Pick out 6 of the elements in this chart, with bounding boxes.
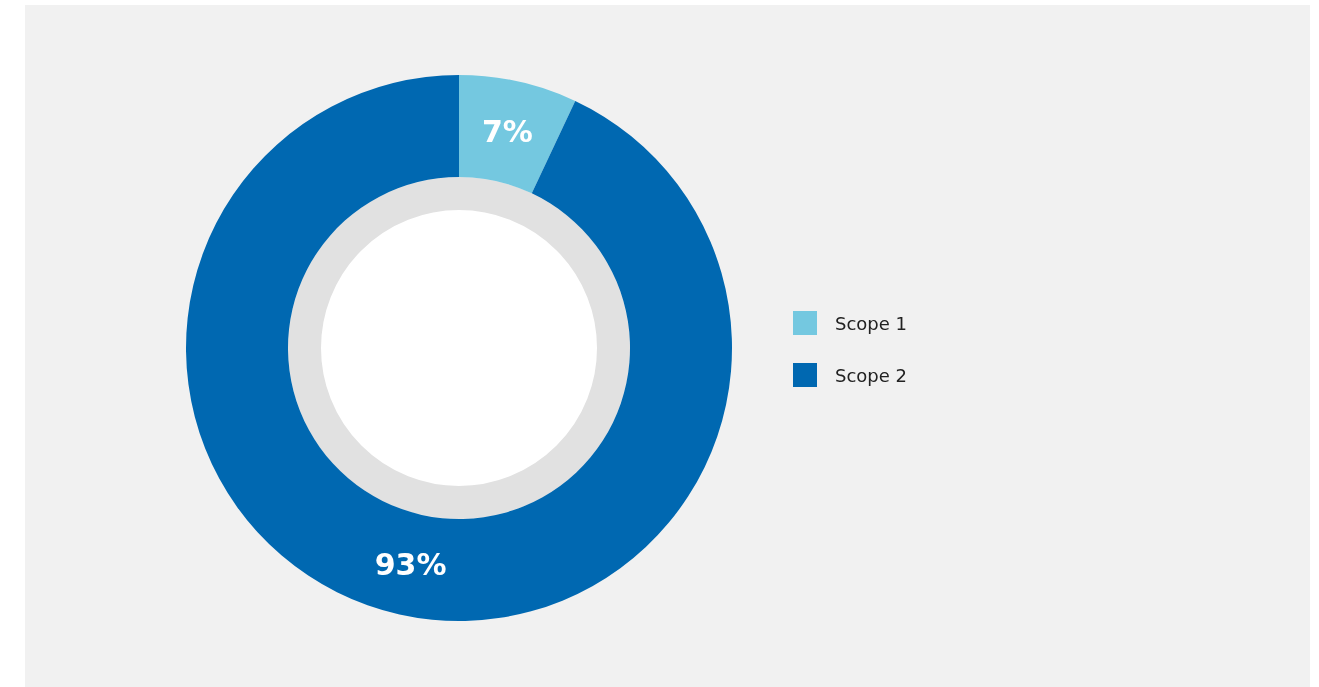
donut-slice	[186, 75, 732, 621]
data-label: 7%	[481, 113, 533, 149]
legend-label: Scope 1	[835, 312, 908, 334]
legend-label: Scope 2	[835, 364, 908, 386]
data-label: 93%	[374, 547, 447, 583]
donut-slice	[459, 75, 576, 194]
